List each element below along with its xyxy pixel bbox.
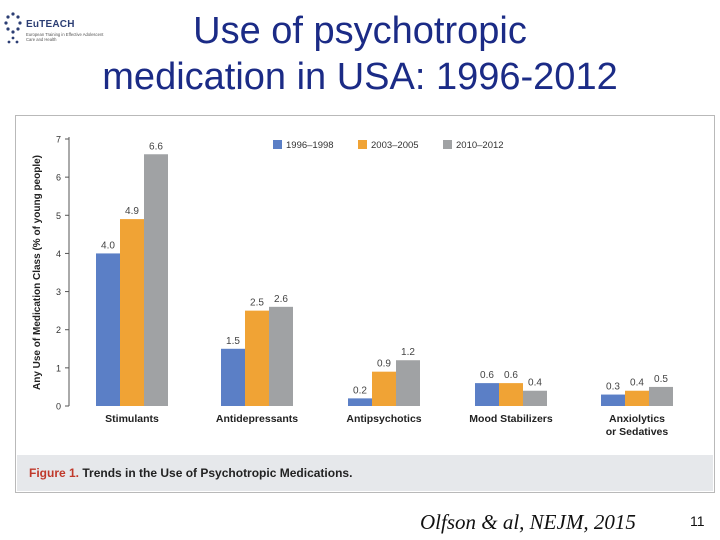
bar [649, 386, 673, 406]
y-tick-label: 5 [56, 211, 61, 221]
category-label: Anxiolytics [609, 413, 665, 425]
data-label: 4.0 [101, 240, 115, 251]
data-label: 0.9 [377, 359, 391, 370]
data-label: 4.9 [125, 206, 139, 217]
data-label: 2.5 [250, 298, 264, 309]
y-tick-label: 4 [56, 249, 61, 259]
logo-subtitle-line: European Training in Effective Adolescen… [26, 32, 104, 37]
y-tick-label: 3 [56, 287, 61, 297]
data-label: 1.2 [401, 347, 415, 358]
data-label: 2.6 [274, 294, 288, 305]
bar [96, 253, 120, 406]
figure-panel: 0 1 2 3 4 5 6 7 Any Use of Medication Class (% o… [15, 115, 715, 493]
data-label: 0.3 [606, 382, 620, 393]
data-label: 0.2 [353, 385, 367, 396]
legend-label: 1996–1998 [286, 140, 334, 151]
category-label: Antipsychotics [346, 413, 421, 425]
bar-chart: 0 1 2 3 4 5 6 7 Any Use of Medication Class (% o… [32, 135, 673, 438]
data-label: 1.5 [226, 336, 240, 347]
caption-text: Trends in the Use of Psychotropic Medica… [82, 466, 353, 480]
y-tick-label: 6 [56, 173, 61, 183]
title-line-1: Use of psychotropic [193, 10, 527, 52]
caption-bar: Figure 1. Trends in the Use of Psychotro… [17, 455, 713, 491]
bar [269, 306, 293, 406]
bar [499, 383, 523, 406]
caption-label: Figure 1. [29, 466, 80, 480]
bar [120, 219, 144, 406]
data-label: 0.5 [654, 374, 668, 385]
y-tick-label: 2 [56, 325, 61, 335]
bar [348, 398, 372, 406]
y-axis-title: Any Use of Medication Class (% of young … [32, 155, 43, 390]
category-label: Antidepressants [216, 413, 298, 425]
category-label: Stimulants [105, 413, 159, 425]
figure-caption: Figure 1. Trends in the Use of Psychotro… [29, 466, 352, 480]
bar [221, 348, 245, 406]
bar [625, 390, 649, 406]
legend-swatch [273, 140, 282, 149]
data-label: 0.6 [480, 370, 494, 381]
category-label: Mood Stabilizers [469, 413, 553, 425]
logo-name: EuTEACH [26, 19, 75, 30]
data-label: 0.4 [528, 378, 542, 389]
bar [396, 360, 420, 406]
data-label: 6.6 [149, 141, 163, 152]
citation: Olfson & al, NEJM, 2015 [420, 510, 636, 534]
logo-subtitle-line: Care and Health [26, 37, 57, 42]
category-label: or Sedatives [606, 426, 669, 438]
legend-label: 2003–2005 [371, 140, 419, 151]
eu-stars-icon [4, 12, 22, 44]
data-label: 0.4 [630, 378, 644, 389]
y-tick-label: 7 [56, 135, 61, 145]
bar [144, 154, 168, 406]
y-tick-label: 1 [56, 363, 61, 373]
title-line-2: medication in USA: 1996-2012 [102, 56, 618, 98]
page-number: 11 [690, 513, 705, 529]
y-tick-label: 0 [56, 402, 61, 412]
legend-label: 2010–2012 [456, 140, 504, 151]
legend-swatch [443, 140, 452, 149]
eu-teach-logo: EuTEACH European Training in Effective A… [2, 6, 132, 56]
slide-title: Use of psychotropic medication in USA: 1… [0, 8, 720, 100]
data-label: 0.6 [504, 370, 518, 381]
bar [475, 383, 499, 406]
bar [245, 310, 269, 406]
bar [601, 394, 625, 406]
bar [523, 390, 547, 406]
bar [372, 371, 396, 406]
legend-swatch [358, 140, 367, 149]
